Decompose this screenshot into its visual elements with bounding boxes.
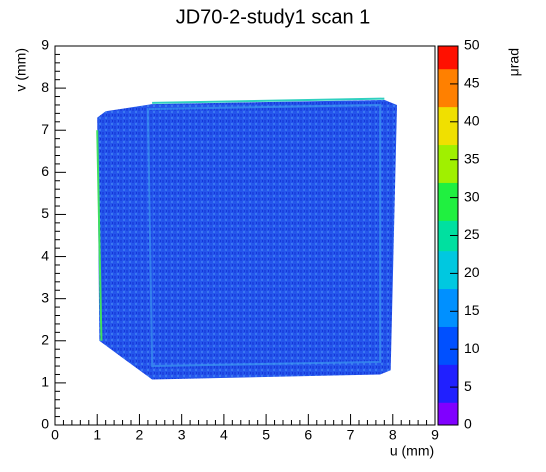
colorbar-tick-label: 25 (464, 226, 480, 242)
colorbar-cell (438, 227, 458, 236)
colorbar-cell (438, 167, 458, 176)
colorbar-cell (438, 273, 458, 282)
colorbar-tick-label: 5 (464, 378, 472, 394)
colorbar-cell (438, 190, 458, 199)
y-tick-label: 3 (41, 289, 49, 305)
colorbar-tick-label: 20 (464, 264, 480, 280)
x-tick-label: 8 (389, 427, 397, 443)
x-tick-label: 3 (178, 427, 186, 443)
y-tick-label: 6 (41, 163, 49, 179)
colorbar-cell (438, 46, 458, 55)
y-tick-label: 7 (41, 121, 49, 137)
y-tick-label: 1 (41, 374, 49, 390)
plot-frame (54, 45, 436, 426)
colorbar-tick-label: 0 (464, 416, 472, 432)
colorbar-cell (438, 205, 458, 214)
x-tick-label: 4 (220, 427, 228, 443)
x-axis-label: u (mm) (390, 443, 434, 459)
colorbar-tick-label: 35 (464, 150, 480, 166)
x-tick-label: 0 (51, 427, 59, 443)
y-axis-label: v (mm) (13, 48, 29, 92)
colorbar-cell (438, 136, 458, 146)
colorbar-tick-label: 45 (464, 75, 480, 91)
colorbar-cell (438, 152, 458, 161)
colorbar-tick-label: 15 (464, 302, 480, 318)
colorbar-cell (438, 280, 458, 290)
colorbar-cell (438, 303, 458, 312)
colorbar-cell (438, 68, 458, 77)
edge-highlight (146, 103, 382, 368)
colorbar-cell (438, 402, 458, 411)
colorbar-cell (438, 106, 458, 115)
heatmap-image (96, 97, 397, 380)
colorbar-cell (438, 76, 458, 85)
colorbar-tick-label: 10 (464, 340, 480, 356)
x-tick-label: 7 (347, 427, 355, 443)
y-tick-label: 5 (41, 205, 49, 221)
colorbar-cell (438, 296, 458, 305)
colorbar-tick-label: 40 (464, 113, 480, 129)
colorbar-cell (438, 61, 458, 70)
colorbar-cell (438, 212, 458, 221)
colorbar-cell (438, 99, 458, 108)
colorbar-tick-label: 50 (464, 37, 480, 53)
colorbar-cell (438, 349, 458, 358)
colorbar-cell (438, 129, 458, 138)
colorbar-cell (438, 326, 458, 335)
colorbar-cell (438, 121, 458, 130)
colorbar-cell (438, 182, 458, 191)
colorbar-cell (438, 387, 458, 396)
colorbar-tick-label: 30 (464, 188, 480, 204)
x-tick-label: 6 (304, 427, 312, 443)
x-tick-label: 9 (431, 427, 439, 443)
colorbar-cell (438, 288, 458, 297)
y-tick-label: 4 (41, 247, 49, 263)
x-tick-label: 5 (262, 427, 270, 443)
colorbar-cell (438, 364, 458, 373)
colorbar-label: μrad (506, 48, 522, 76)
colorbar-cell (438, 53, 458, 62)
colorbar-cell (438, 83, 458, 92)
colorbar-cell (438, 379, 458, 388)
x-tick-label: 2 (136, 427, 144, 443)
edge-highlight (152, 97, 385, 104)
colorbar-cell (438, 235, 458, 244)
colorbar-cell (438, 250, 458, 259)
edge-highlight (96, 130, 103, 341)
x-tick-label: 1 (93, 427, 101, 443)
y-tick-label: 0 (41, 416, 49, 432)
y-tick-label: 9 (41, 37, 49, 53)
measured-region (97, 99, 397, 380)
colorbar-cell (438, 371, 458, 381)
colorbar-cell (438, 91, 458, 100)
colorbar-cell (438, 356, 458, 365)
y-tick-label: 2 (41, 331, 49, 347)
colorbar-cell (438, 174, 458, 183)
colorbar-cell (438, 220, 458, 229)
colorbar-cell (438, 197, 458, 206)
colorbar-cell (438, 265, 458, 274)
colorbar-cell (438, 341, 458, 350)
colorbar-cell (438, 159, 458, 168)
colorbar-cell (438, 318, 458, 327)
colorbar-cell (438, 394, 458, 403)
colorbar-cell (438, 243, 458, 252)
chart-title: JD70-2-study1 scan 1 (176, 6, 371, 28)
colorbar-cell (438, 311, 458, 320)
colorbar-cell (438, 409, 458, 418)
y-tick-label: 8 (41, 79, 49, 95)
colorbar-cell (438, 334, 458, 343)
colorbar-cell (438, 258, 458, 267)
colorbar-cell (438, 417, 458, 426)
colorbar-cell (438, 114, 458, 123)
colorbar-cell (438, 144, 458, 153)
